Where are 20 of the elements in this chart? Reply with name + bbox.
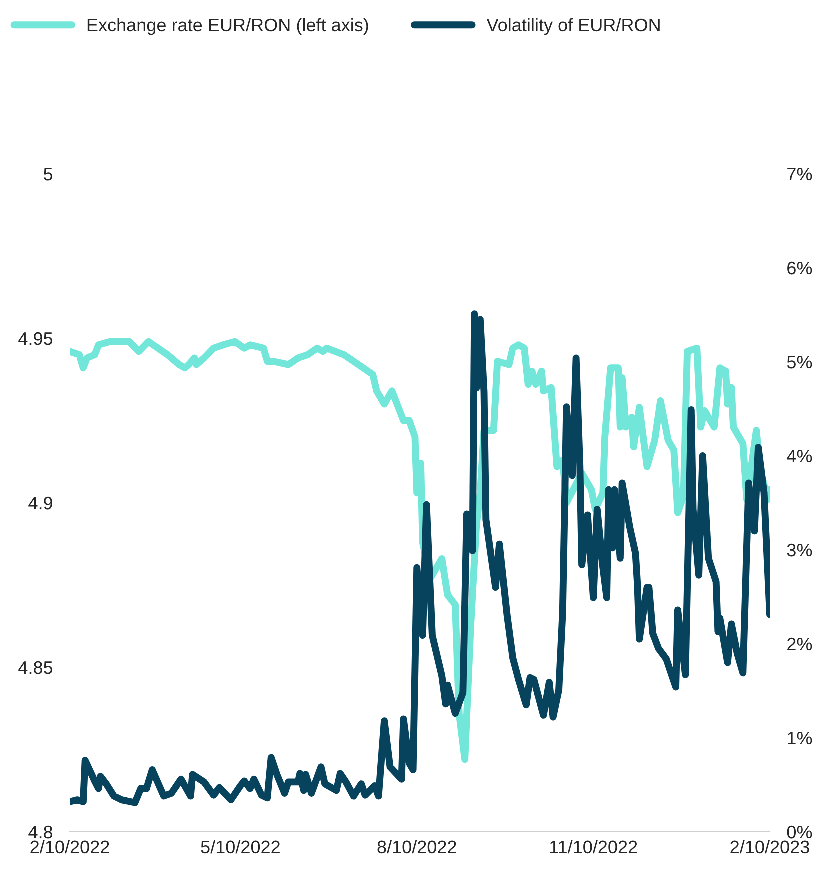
y2-tick-label: 3% (787, 544, 812, 557)
y2-tick-label: 4% (787, 450, 812, 463)
y2-tick-label: 5% (787, 356, 812, 369)
x-tick-label: 8/10/2022 (378, 840, 456, 854)
x-tick-label: 2/10/2023 (730, 840, 810, 854)
y-tick-label: 4.85 (18, 661, 53, 674)
x-tick-label: 5/10/2022 (201, 840, 280, 854)
y2-tick-label: 2% (788, 638, 812, 651)
y2-tick-label: 6% (788, 262, 812, 275)
x-tick-label: 2/10/2022 (30, 840, 110, 854)
y2-tick-label: 1% (788, 732, 812, 745)
x-tick-label: 11/10/2022 (550, 840, 638, 854)
y-tick-label: 4.8 (28, 826, 53, 839)
y2-tick-label: 7% (788, 168, 812, 181)
y-tick-label: 4.9 (28, 496, 52, 510)
y-tick-label: 4.95 (18, 332, 53, 346)
y-tick-label: 5 (44, 168, 53, 181)
y2-tick-label: 0% (787, 826, 812, 839)
legend-label: Exchange rate EUR/RON (left axis) (88, 18, 368, 36)
legend-label: Volatility of EUR/RON (486, 18, 660, 36)
